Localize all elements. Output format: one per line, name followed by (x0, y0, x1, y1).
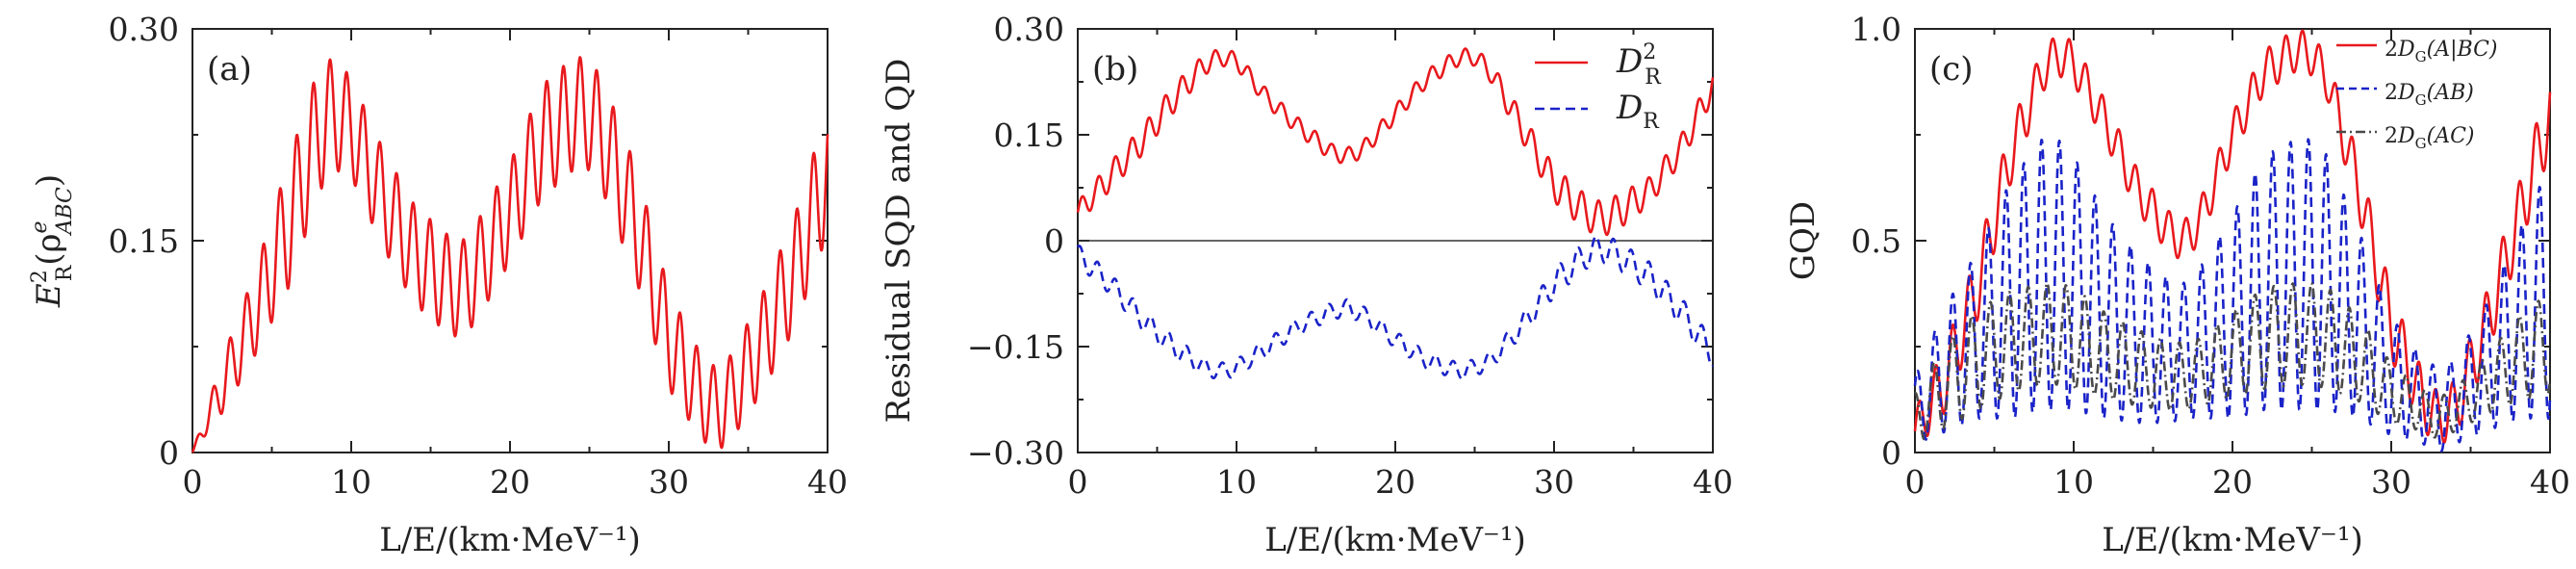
panel-label-b: (b) (1092, 50, 1138, 89)
x-tick-label: 30 (649, 463, 689, 501)
ticks-c (1914, 28, 2551, 453)
x-axis-label-a: L/E/(km·MeV⁻¹) (379, 521, 641, 559)
y-tick-label: 0.30 (109, 11, 179, 48)
y-label-rho: (ρ (30, 233, 68, 265)
x-tick-label: 10 (2053, 463, 2094, 501)
y-label-close: ) (30, 174, 68, 187)
legend-label-ac: 2DG(AC) (2385, 124, 2475, 152)
legend-d2r-sup: 2 (1643, 40, 1656, 65)
legend-ab-main: D (2397, 81, 2415, 105)
legend-label-d2r: D2 R (1616, 40, 1662, 90)
legend-ab-pre: 2 (2385, 81, 2398, 105)
y-label-rho-sub: ABC (53, 187, 77, 236)
legend-ab-sub: G (2415, 91, 2427, 109)
x-tick-label: 0 (1905, 463, 1926, 501)
panel-b: (b) D2 R DR 0 10 20 30 40 −0.30 −0.15 0 0… (880, 11, 1733, 559)
y-label-e: E (30, 283, 68, 308)
y-tick-label: 0 (159, 434, 179, 472)
legend-ac-arg: (AC) (2427, 124, 2475, 148)
series-line-b-1 (1076, 235, 1714, 380)
x-axis-label-b: L/E/(km·MeV⁻¹) (1264, 521, 1526, 559)
y-tick-labels-c: 0 0.5 1.0 (1851, 11, 1901, 472)
x-tick-label: 40 (1693, 463, 1733, 501)
series-line-c-2 (1914, 281, 2552, 441)
ticks-b (1077, 28, 1714, 453)
y-tick-label: −0.15 (967, 328, 1064, 366)
x-tick-label: 0 (1068, 463, 1088, 501)
x-tick-label: 30 (1534, 463, 1574, 501)
panel-a: (a) 0 10 20 30 40 0 0.15 0.30 L/E/(km·Me… (28, 11, 848, 559)
y-tick-label: 0.15 (994, 116, 1064, 154)
legend-c: 2DG(A|BC) 2DG(AB) 2DG(AC) (2336, 38, 2498, 152)
x-tick-labels-c: 0 10 20 30 40 (1905, 463, 2571, 501)
series-group-b (1076, 47, 1715, 380)
legend-dr-main: D (1616, 89, 1643, 127)
y-label-sup: 2 (28, 270, 52, 283)
y-axis-label-b: Residual SQD and QD (880, 59, 918, 424)
y-tick-label: 0.5 (1851, 222, 1901, 260)
legend-ab-arg: (AB) (2427, 81, 2474, 105)
legend-a-bc-main: D (2397, 38, 2415, 62)
series-line-a-0 (191, 56, 829, 453)
legend-d2r-sub: R (1645, 65, 1662, 90)
legend-label-dr: DR (1616, 89, 1660, 134)
x-tick-label: 40 (807, 463, 848, 501)
ticks-a (191, 28, 829, 453)
y-tick-label: 1.0 (1851, 11, 1901, 48)
legend-ac-pre: 2 (2385, 124, 2398, 148)
series-group-c (1913, 29, 2552, 453)
x-tick-label: 20 (1375, 463, 1416, 501)
series-line-b-0 (1076, 47, 1715, 237)
y-axis-label-a: E2R(ρeABC) (28, 174, 77, 308)
series-group-a (191, 56, 829, 453)
y-label-rho-sup: e (28, 220, 52, 233)
legend-ac-sub: G (2415, 135, 2427, 152)
panel-label-a: (a) (207, 50, 252, 89)
y-tick-labels-b: −0.30 −0.15 0 0.15 0.30 (967, 11, 1064, 472)
x-tick-label: 20 (2212, 463, 2253, 501)
x-tick-labels-a: 0 10 20 30 40 (183, 463, 849, 501)
y-tick-label: −0.30 (967, 434, 1064, 472)
x-tick-label: 10 (331, 463, 371, 501)
plot-frame-a (191, 28, 829, 453)
y-axis-label-c: GQD (1784, 201, 1823, 280)
x-tick-label: 40 (2530, 463, 2570, 501)
y-tick-label: 0.30 (994, 11, 1064, 48)
x-tick-label: 0 (183, 463, 203, 501)
y-label-sub: R (53, 264, 77, 281)
x-tick-label: 10 (1216, 463, 1257, 501)
legend-a-bc-pre: 2 (2385, 38, 2398, 62)
legend-label-a-bc: 2DG(A|BC) (2385, 38, 2498, 65)
y-tick-label: 0.15 (109, 222, 179, 260)
legend-d2r-main: D (1616, 42, 1643, 81)
legend-b: D2 R DR (1535, 40, 1662, 134)
legend-label-ab: 2DG(AB) (2385, 81, 2474, 109)
x-tick-labels-b: 0 10 20 30 40 (1068, 463, 1734, 501)
y-tick-label: 0 (1044, 222, 1064, 260)
series-line-c-1 (1913, 138, 2552, 453)
legend-ac-main: D (2397, 124, 2415, 148)
series-line-c-0 (1913, 29, 2552, 445)
panel-label-c: (c) (1929, 50, 1974, 89)
legend-dr-sub: R (1643, 110, 1660, 134)
x-axis-label-c: L/E/(km·MeV⁻¹) (2102, 521, 2363, 559)
y-tick-label: 0 (1881, 434, 1901, 472)
legend-a-bc-sub: G (2415, 48, 2427, 65)
x-tick-label: 30 (2371, 463, 2411, 501)
y-tick-labels-a: 0 0.15 0.30 (109, 11, 179, 472)
legend-a-bc-arg: (A|BC) (2427, 38, 2498, 62)
x-tick-label: 20 (490, 463, 530, 501)
panel-c: (c) 2DG(A|BC) 2DG(AB) 2DG(AC) 0 10 20 30… (1784, 11, 2570, 559)
